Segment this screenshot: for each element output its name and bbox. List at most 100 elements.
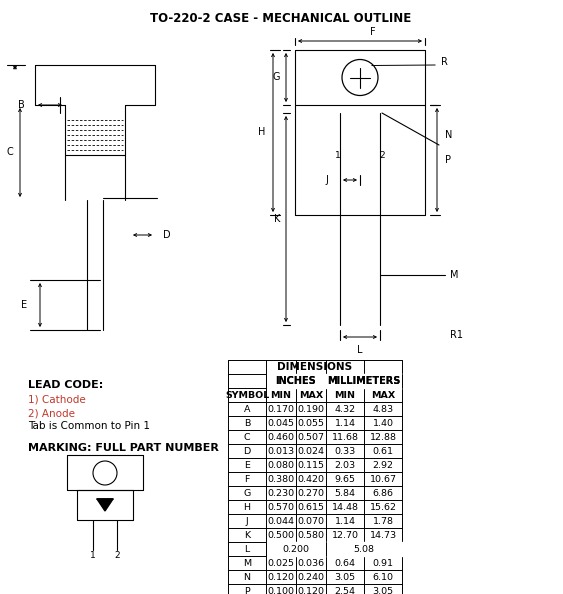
Text: J: J bbox=[325, 175, 328, 185]
Text: 0.045: 0.045 bbox=[267, 419, 294, 428]
Text: C: C bbox=[7, 147, 14, 157]
Text: 0.615: 0.615 bbox=[297, 503, 324, 511]
Text: G: G bbox=[272, 72, 280, 82]
Text: 1.14: 1.14 bbox=[334, 419, 355, 428]
Text: 2.54: 2.54 bbox=[334, 586, 355, 594]
Text: 2.03: 2.03 bbox=[334, 460, 356, 469]
Text: 12.70: 12.70 bbox=[332, 530, 359, 539]
Text: 1.78: 1.78 bbox=[373, 517, 394, 526]
Text: 4.32: 4.32 bbox=[334, 405, 356, 413]
Text: TO-220-2 CASE - MECHANICAL OUTLINE: TO-220-2 CASE - MECHANICAL OUTLINE bbox=[150, 11, 412, 24]
Text: 0.91: 0.91 bbox=[373, 558, 394, 567]
Text: 0.070: 0.070 bbox=[297, 517, 324, 526]
Text: 0.33: 0.33 bbox=[334, 447, 356, 456]
Text: 0.580: 0.580 bbox=[297, 530, 324, 539]
Text: 0.120: 0.120 bbox=[297, 586, 324, 594]
Text: 0.420: 0.420 bbox=[297, 475, 324, 484]
Text: 1.40: 1.40 bbox=[373, 419, 394, 428]
Text: 0.025: 0.025 bbox=[267, 558, 294, 567]
Text: 2) Anode: 2) Anode bbox=[28, 408, 75, 418]
Text: 3.05: 3.05 bbox=[373, 586, 394, 594]
Text: 0.270: 0.270 bbox=[297, 488, 324, 498]
Text: 2.92: 2.92 bbox=[373, 460, 394, 469]
Text: N: N bbox=[445, 130, 453, 140]
Text: 6.10: 6.10 bbox=[373, 573, 394, 582]
Text: DIMENSIONS: DIMENSIONS bbox=[278, 362, 352, 372]
Text: 14.73: 14.73 bbox=[369, 530, 396, 539]
Text: N: N bbox=[244, 573, 251, 582]
Text: INCHES: INCHES bbox=[276, 376, 316, 386]
Text: MARKING: FULL PART NUMBER: MARKING: FULL PART NUMBER bbox=[28, 443, 219, 453]
Text: 0.080: 0.080 bbox=[267, 460, 294, 469]
Text: G: G bbox=[243, 488, 251, 498]
Text: 9.65: 9.65 bbox=[334, 475, 355, 484]
Text: H: H bbox=[258, 127, 265, 137]
Text: 0.190: 0.190 bbox=[297, 405, 324, 413]
Text: 1) Cathode: 1) Cathode bbox=[28, 395, 86, 405]
Text: A: A bbox=[244, 405, 250, 413]
Text: 2: 2 bbox=[114, 551, 120, 560]
Text: MAX: MAX bbox=[299, 390, 323, 400]
Text: MIN: MIN bbox=[270, 390, 292, 400]
Text: L: L bbox=[358, 345, 363, 355]
Text: R1: R1 bbox=[450, 330, 463, 340]
Text: 0.036: 0.036 bbox=[297, 558, 324, 567]
Text: 4.83: 4.83 bbox=[373, 405, 394, 413]
Text: INCHES: INCHES bbox=[276, 376, 316, 386]
Text: B: B bbox=[244, 419, 250, 428]
Text: MIN: MIN bbox=[334, 390, 355, 400]
Text: 3.05: 3.05 bbox=[334, 573, 356, 582]
Text: MAX: MAX bbox=[371, 390, 395, 400]
Text: 0.380: 0.380 bbox=[267, 475, 294, 484]
Text: 0.500: 0.500 bbox=[267, 530, 294, 539]
Text: F: F bbox=[370, 27, 376, 37]
Text: K: K bbox=[244, 530, 250, 539]
Text: L: L bbox=[244, 545, 249, 554]
Text: B: B bbox=[18, 100, 25, 110]
Text: 10.67: 10.67 bbox=[369, 475, 396, 484]
Text: 1.14: 1.14 bbox=[334, 517, 355, 526]
Text: P: P bbox=[244, 586, 250, 594]
Text: 0.230: 0.230 bbox=[267, 488, 294, 498]
Text: E: E bbox=[21, 300, 27, 310]
Text: 6.86: 6.86 bbox=[373, 488, 394, 498]
Text: J: J bbox=[245, 517, 248, 526]
Text: 0.024: 0.024 bbox=[297, 447, 324, 456]
Text: 0.170: 0.170 bbox=[267, 405, 294, 413]
Text: 0.507: 0.507 bbox=[297, 432, 324, 441]
Text: 0.570: 0.570 bbox=[267, 503, 294, 511]
Text: 5.08: 5.08 bbox=[354, 545, 374, 554]
Text: 0.115: 0.115 bbox=[297, 460, 324, 469]
Text: 0.61: 0.61 bbox=[373, 447, 394, 456]
Text: 1: 1 bbox=[90, 551, 96, 560]
Text: 2: 2 bbox=[379, 150, 385, 160]
Text: 0.120: 0.120 bbox=[267, 573, 294, 582]
Text: M: M bbox=[243, 558, 251, 567]
Text: 0.64: 0.64 bbox=[334, 558, 355, 567]
Text: 0.240: 0.240 bbox=[297, 573, 324, 582]
Text: LEAD CODE:: LEAD CODE: bbox=[28, 380, 103, 390]
Text: 0.044: 0.044 bbox=[267, 517, 294, 526]
Text: K: K bbox=[274, 214, 280, 224]
Text: 12.88: 12.88 bbox=[369, 432, 396, 441]
Text: 0.100: 0.100 bbox=[267, 586, 294, 594]
Text: D: D bbox=[243, 447, 251, 456]
Text: 11.68: 11.68 bbox=[332, 432, 359, 441]
Text: 0.460: 0.460 bbox=[267, 432, 294, 441]
Text: MILLIMETERS: MILLIMETERS bbox=[327, 376, 401, 386]
Text: 0.055: 0.055 bbox=[297, 419, 324, 428]
Text: M: M bbox=[450, 270, 458, 280]
Text: H: H bbox=[244, 503, 251, 511]
Text: E: E bbox=[244, 460, 250, 469]
Text: MILLIMETERS: MILLIMETERS bbox=[327, 376, 401, 386]
Text: Tab is Common to Pin 1: Tab is Common to Pin 1 bbox=[28, 421, 150, 431]
Polygon shape bbox=[97, 499, 113, 511]
Text: P: P bbox=[445, 155, 451, 165]
Text: 5.84: 5.84 bbox=[334, 488, 355, 498]
Text: 0.200: 0.200 bbox=[283, 545, 310, 554]
Text: 0.013: 0.013 bbox=[267, 447, 294, 456]
Text: 1: 1 bbox=[335, 150, 341, 160]
Text: C: C bbox=[244, 432, 251, 441]
Text: 15.62: 15.62 bbox=[369, 503, 396, 511]
Text: R: R bbox=[441, 57, 448, 67]
